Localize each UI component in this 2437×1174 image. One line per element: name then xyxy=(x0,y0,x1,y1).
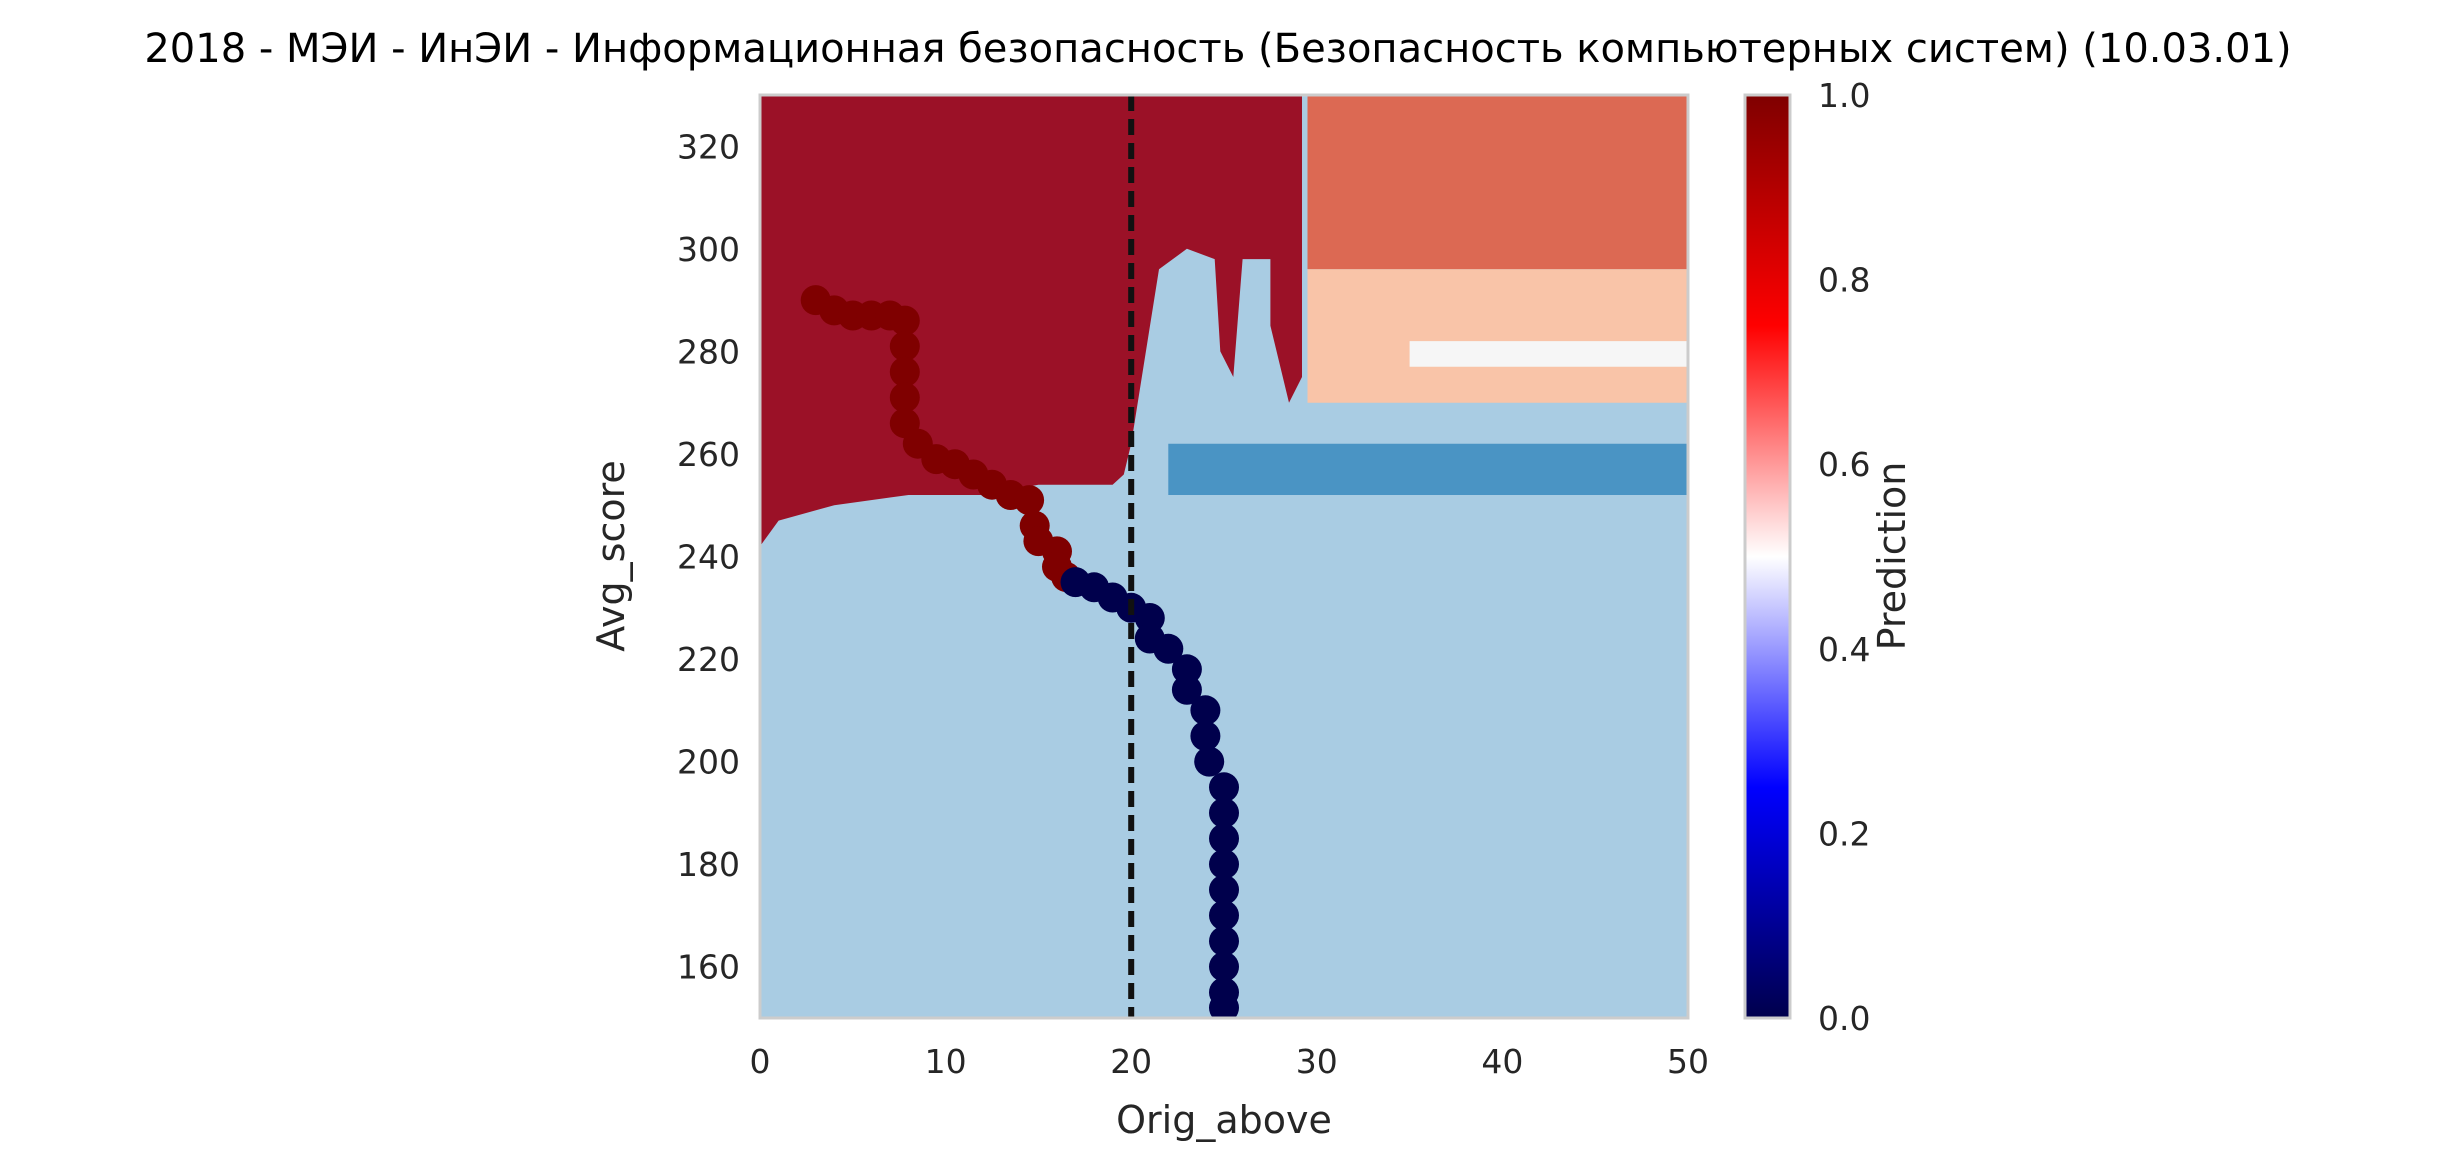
contour-region-3 xyxy=(1409,341,1688,367)
data-point xyxy=(1190,721,1221,751)
data-point xyxy=(1153,633,1184,664)
contour-region-4 xyxy=(1168,443,1688,495)
x-tick-label: 10 xyxy=(925,1042,967,1081)
x-tick-label: 40 xyxy=(1481,1042,1523,1081)
chart-title: 2018 - МЭИ - ИнЭИ - Информационная безоп… xyxy=(144,26,2291,72)
data-point xyxy=(889,331,920,362)
data-point xyxy=(889,382,920,413)
y-tick-label: 160 xyxy=(677,948,740,987)
data-point xyxy=(1209,797,1239,828)
data-point xyxy=(1209,772,1239,803)
contour-region-2 xyxy=(1307,269,1688,403)
scatter-points xyxy=(800,285,1239,1018)
y-tick-label: 240 xyxy=(677,538,740,577)
x-axis-ticks: 0 10 20 30 40 50 xyxy=(750,1042,1710,1081)
data-point xyxy=(1209,926,1239,957)
data-point xyxy=(1209,951,1239,982)
x-tick-label: 50 xyxy=(1667,1042,1709,1081)
colorbar-ticks: 0.0 0.2 0.4 0.6 0.8 1.0 xyxy=(1818,76,1870,1038)
x-tick-label: 20 xyxy=(1110,1042,1152,1081)
y-tick-label: 180 xyxy=(677,845,740,884)
data-point xyxy=(1209,992,1239,1018)
colorbar-tick-label: 0.6 xyxy=(1818,445,1870,484)
data-point xyxy=(889,305,920,336)
y-tick-label: 280 xyxy=(677,332,740,371)
y-tick-label: 300 xyxy=(677,230,740,269)
colorbar: 0.0 0.2 0.4 0.6 0.8 1.0 Prediction xyxy=(1743,76,1914,1038)
x-tick-label: 0 xyxy=(750,1042,771,1081)
y-tick-label: 220 xyxy=(677,640,740,679)
data-point xyxy=(1209,874,1239,905)
data-point xyxy=(1014,485,1045,516)
colorbar-label: Prediction xyxy=(1870,462,1914,651)
y-axis-ticks: 160 180 200 220 240 260 280 300 320 xyxy=(677,127,740,986)
data-point xyxy=(1190,695,1221,726)
data-point xyxy=(1194,746,1225,777)
plot-frame xyxy=(758,93,1690,1020)
data-point xyxy=(1134,603,1165,633)
contour-region-1 xyxy=(1307,95,1688,270)
colorbar-gradient xyxy=(1743,93,1792,1020)
y-axis-label: Avg_score xyxy=(589,460,633,651)
data-point xyxy=(1209,900,1239,931)
data-point xyxy=(1209,849,1239,880)
x-tick-label: 30 xyxy=(1296,1042,1338,1081)
y-tick-label: 200 xyxy=(677,743,740,782)
colorbar-tick-label: 0.4 xyxy=(1818,630,1870,669)
y-tick-label: 260 xyxy=(677,435,740,474)
data-point xyxy=(889,356,920,387)
x-axis-label: Orig_above xyxy=(1116,1098,1332,1142)
data-point xyxy=(1171,674,1202,705)
data-point xyxy=(1171,654,1202,685)
plot-area xyxy=(758,93,1690,1020)
y-tick-label: 320 xyxy=(677,127,740,166)
colorbar-tick-label: 0.2 xyxy=(1818,814,1870,853)
data-point xyxy=(1209,823,1239,854)
colorbar-tick-label: 0.0 xyxy=(1818,999,1870,1038)
colorbar-tick-label: 1.0 xyxy=(1818,76,1870,115)
colorbar-tick-label: 0.8 xyxy=(1818,261,1870,300)
